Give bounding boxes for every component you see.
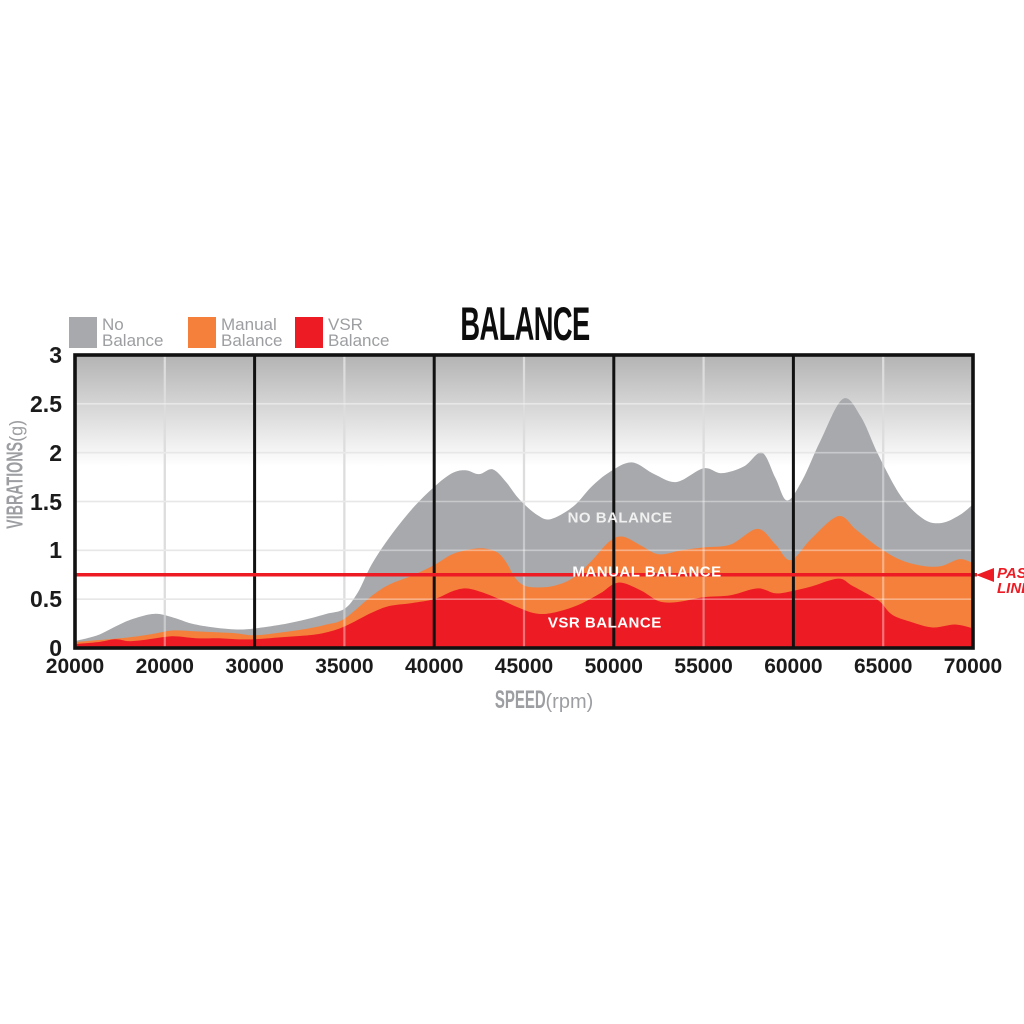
x-tick-label: 35000 <box>315 655 374 678</box>
y-axis-title-text: VIBRATIONS <box>1 441 28 529</box>
y-tick-label: 1 <box>49 537 62 564</box>
annotation-vsr-balance: VSR BALANCE <box>547 614 662 632</box>
x-tick-label: 30000 <box>225 655 284 678</box>
annotation-no-balance: NO BALANCE <box>567 509 673 527</box>
x-axis-title-text: SPEED <box>494 686 546 714</box>
pass-line-arrow-icon <box>976 568 994 582</box>
legend-swatch-manual-balance <box>188 317 216 348</box>
x-axis-title-unit: (rpm) <box>545 691 594 713</box>
y-tick-label: 2.5 <box>30 390 62 417</box>
x-tick-label: 20000 <box>135 655 194 678</box>
annotation-manual-balance: MANUAL BALANCE <box>572 563 722 581</box>
y-tick-label: 0 <box>49 635 62 661</box>
y-axis-title: VIBRATIONS(g) <box>2 420 29 582</box>
legend-item-manual-balance: Manual Balance <box>188 315 283 350</box>
x-tick-label: 60000 <box>764 655 823 678</box>
legend-swatch-vsr-balance <box>295 317 323 348</box>
y-tick-label: 1.5 <box>30 488 62 515</box>
legend-label: VSR Balance <box>328 315 390 350</box>
gridlines-over <box>75 355 973 648</box>
legend-item-vsr-balance: VSR Balance <box>295 315 390 350</box>
y-tick-label: 2 <box>49 439 62 466</box>
y-tick-label: 3 <box>49 342 62 368</box>
x-tick-label: 40000 <box>404 655 464 678</box>
x-tick-label: 55000 <box>674 655 733 678</box>
y-tick-label: 0.5 <box>30 586 62 613</box>
plot-border <box>73 353 975 650</box>
x-tick-label: 20000 <box>45 655 105 678</box>
x-tick-label: 65000 <box>853 655 913 678</box>
legend-item-no-balance: No Balance <box>69 315 164 350</box>
x-tick-label: 70000 <box>943 655 1003 678</box>
chart-title: BALANCE <box>460 297 590 350</box>
y-axis-title-unit: (g) <box>6 419 27 442</box>
pass-line-label: PASS LINE <box>997 565 1024 597</box>
x-tick-label: 45000 <box>494 655 554 678</box>
x-axis-title: SPEED(rpm) <box>377 686 677 715</box>
legend-swatch-no-balance <box>69 317 97 348</box>
legend-label: No Balance <box>102 315 164 350</box>
major-gridlines <box>253 355 795 648</box>
legend-label: Manual Balance <box>221 315 283 350</box>
area-vsr-balance <box>75 578 973 648</box>
x-tick-label: 50000 <box>584 655 643 678</box>
